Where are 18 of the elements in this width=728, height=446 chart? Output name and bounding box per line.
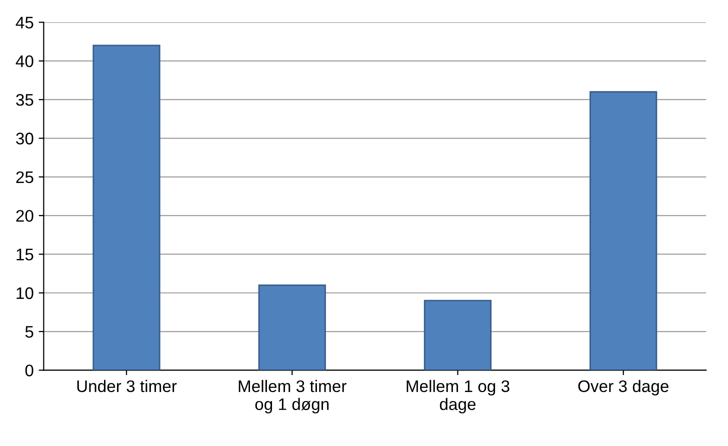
bar (590, 91, 658, 370)
y-tick-label: 5 (25, 326, 34, 338)
y-tick-label: 25 (16, 171, 34, 184)
bar (92, 44, 160, 370)
y-tick-label: 20 (16, 210, 34, 222)
bar (258, 284, 326, 370)
y-tick-label: 30 (16, 132, 34, 144)
x-tick-label: Over 3 dage (578, 380, 668, 396)
x-tick-label: Mellem 1 og 3 dage (406, 380, 510, 414)
x-tick-label: Under 3 timer (77, 380, 177, 392)
y-tick-label: 10 (16, 287, 34, 300)
y-tick-label: 45 (16, 16, 34, 29)
bar (424, 300, 492, 370)
y-tick-label: 40 (16, 55, 34, 68)
x-tick-label: Mellem 3 timer og 1 døgn (238, 380, 346, 414)
y-tick-label: 35 (16, 94, 34, 106)
y-tick-label: 15 (16, 248, 34, 260)
y-tick-label: 0 (25, 364, 34, 376)
